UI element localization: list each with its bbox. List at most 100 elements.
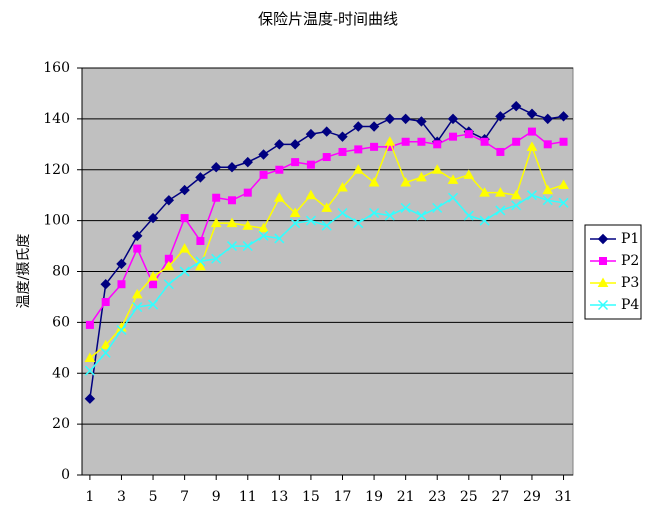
- x-tick-label: 31: [555, 489, 573, 505]
- marker: [100, 339, 112, 350]
- marker: [305, 215, 316, 226]
- marker: [353, 121, 364, 132]
- y-tick-label: 160: [43, 60, 70, 76]
- marker: [163, 195, 175, 206]
- marker: [479, 215, 490, 226]
- marker: [132, 230, 143, 242]
- marker: [599, 257, 607, 265]
- marker: [131, 288, 143, 299]
- marker: [147, 212, 159, 224]
- marker: [433, 140, 442, 149]
- marker: [559, 137, 568, 146]
- marker: [432, 202, 443, 213]
- marker: [147, 271, 159, 281]
- marker: [116, 258, 127, 270]
- marker: [242, 220, 254, 230]
- y-tick-label: 100: [43, 213, 70, 229]
- marker: [510, 189, 522, 200]
- x-tick-label: 7: [180, 489, 189, 505]
- marker: [242, 241, 253, 252]
- marker: [463, 210, 474, 221]
- marker: [401, 137, 410, 146]
- marker: [495, 205, 506, 216]
- x-tick-label: 3: [117, 489, 126, 505]
- marker: [496, 147, 505, 156]
- marker: [321, 202, 333, 212]
- marker: [226, 161, 238, 173]
- x-tick-label: 29: [523, 489, 541, 505]
- marker: [242, 156, 253, 168]
- marker: [449, 132, 458, 141]
- marker: [337, 182, 348, 192]
- marker: [196, 236, 205, 245]
- y-tick-label: 80: [52, 264, 70, 280]
- marker: [100, 279, 111, 290]
- marker: [289, 139, 301, 150]
- marker: [211, 253, 222, 264]
- marker: [384, 210, 395, 221]
- marker: [416, 171, 427, 182]
- marker: [384, 136, 396, 146]
- marker: [416, 116, 427, 127]
- x-tick-label: 27: [491, 489, 509, 505]
- marker: [400, 113, 411, 125]
- marker: [84, 352, 96, 362]
- marker: [305, 128, 317, 140]
- marker: [368, 176, 380, 187]
- marker: [542, 195, 553, 206]
- marker: [542, 184, 554, 195]
- marker: [597, 277, 609, 287]
- marker: [195, 172, 206, 183]
- marker: [510, 100, 522, 112]
- marker: [163, 260, 175, 271]
- marker: [274, 233, 285, 244]
- marker: [289, 207, 301, 217]
- marker: [337, 131, 348, 142]
- marker: [84, 365, 95, 376]
- marker: [210, 161, 222, 173]
- marker: [275, 165, 284, 174]
- marker: [479, 187, 490, 197]
- marker: [163, 279, 174, 290]
- marker: [84, 393, 96, 404]
- marker: [243, 188, 252, 197]
- marker: [226, 217, 238, 228]
- legend-box: [584, 224, 642, 320]
- marker: [597, 233, 609, 245]
- legend-label: P2: [621, 253, 639, 269]
- marker: [179, 266, 190, 277]
- x-tick-label: 15: [302, 489, 320, 505]
- marker: [179, 243, 190, 253]
- marker: [226, 241, 238, 252]
- marker: [368, 121, 380, 132]
- marker: [227, 196, 236, 205]
- marker: [179, 184, 190, 196]
- marker: [526, 190, 537, 201]
- marker: [290, 218, 301, 229]
- marker: [210, 217, 222, 228]
- marker: [101, 298, 110, 307]
- marker: [305, 189, 317, 200]
- x-tick-label: 11: [239, 489, 257, 505]
- marker: [416, 210, 427, 221]
- x-tick-label: 23: [428, 489, 446, 505]
- marker: [370, 142, 379, 151]
- marker: [117, 280, 126, 289]
- marker: [100, 347, 111, 358]
- marker: [258, 222, 269, 233]
- marker: [352, 164, 364, 174]
- marker: [133, 244, 142, 253]
- marker: [400, 176, 412, 187]
- marker: [258, 230, 269, 241]
- marker: [542, 113, 553, 125]
- marker: [132, 302, 143, 313]
- marker: [291, 158, 300, 167]
- marker: [259, 170, 268, 179]
- y-tick-label: 40: [52, 365, 70, 381]
- marker: [495, 187, 506, 197]
- y-tick-label: 60: [52, 314, 70, 330]
- x-tick-label: 5: [149, 489, 158, 505]
- marker: [417, 137, 426, 146]
- marker: [273, 192, 285, 202]
